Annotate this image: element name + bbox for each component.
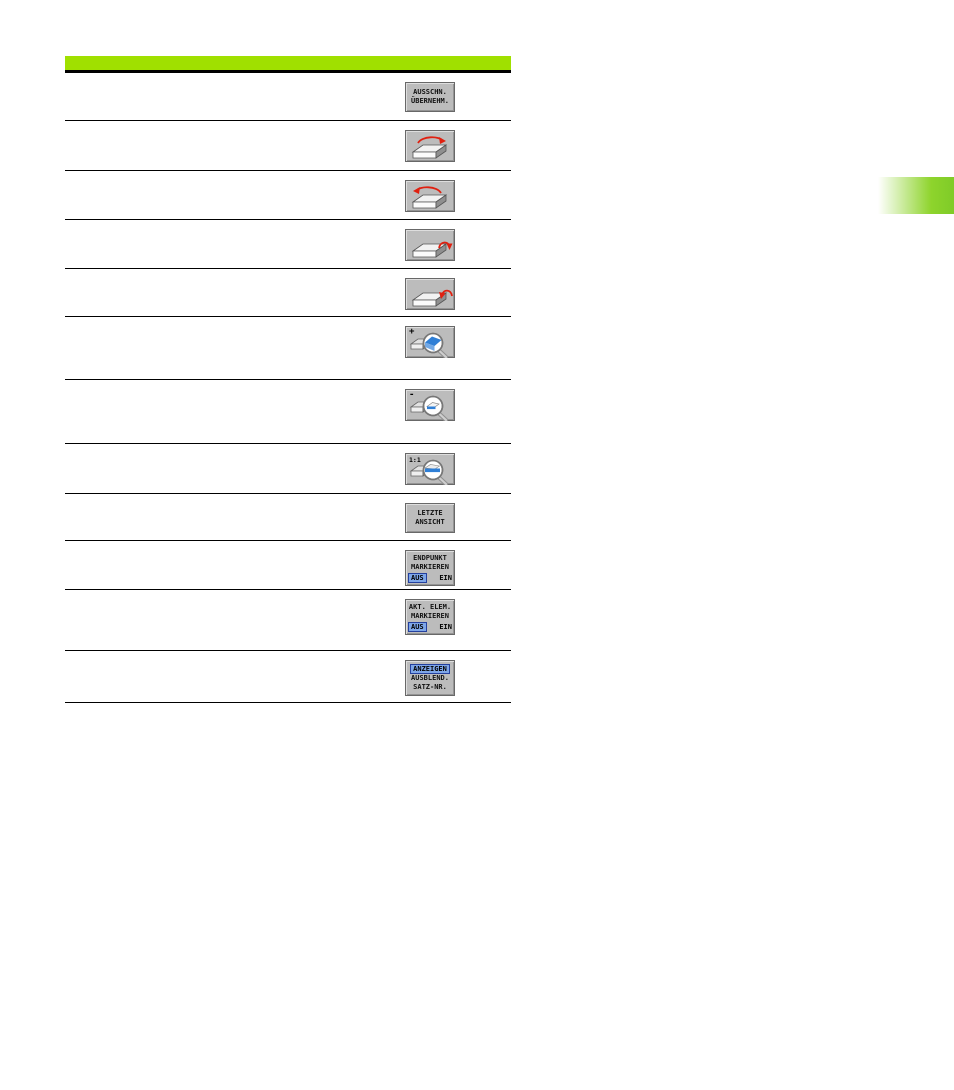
zoom-badge-label: - — [409, 390, 415, 400]
softkey-letzte-ansicht[interactable]: LETZTE ANSICHT — [405, 503, 455, 533]
table-row: LETZTE ANSICHT — [65, 494, 511, 541]
softkey-label: MARKIEREN — [411, 612, 449, 620]
softkey-label: ENDPUNKT — [413, 554, 447, 562]
table-row — [65, 220, 511, 269]
softkey-tilt-backward[interactable] — [405, 278, 455, 310]
table-row — [65, 121, 511, 171]
table-rows: AUSSCHN. ÜBERNEHM. + - 1:1 LETZTE ANSICHT ENDPU… — [65, 73, 511, 703]
table-row — [65, 269, 511, 317]
softkey-tilt-forward[interactable] — [405, 229, 455, 261]
table-row: ANZEIGEN AUSBLEND. SATZ-NR. — [65, 651, 511, 703]
box-rotate-cw-icon — [411, 186, 448, 209]
zoom-badge-label: 1:1 — [409, 456, 421, 464]
magnify-1to1-icon — [409, 459, 449, 485]
softkey-label: AUSSCHN. — [413, 88, 447, 96]
zoom-badge-label: + — [409, 327, 415, 337]
magnify-minus-icon — [409, 395, 449, 421]
state-inactive-label: EIN — [439, 573, 452, 582]
table-row: + — [65, 317, 511, 380]
softkey-state-row: ANZEIGEN — [406, 664, 454, 674]
table-row: AUSSCHN. ÜBERNEHM. — [65, 73, 511, 121]
state-active-chip: ANZEIGEN — [410, 664, 450, 674]
softkey-label: AKT. ELEM. — [408, 603, 452, 611]
softkey-state-row: AUS EIN — [406, 573, 454, 583]
softkey-label: ANSICHT — [415, 518, 445, 526]
table-header-bar — [65, 56, 511, 73]
table-row: 1:1 — [65, 444, 511, 494]
state-active-chip: AUS — [408, 622, 427, 632]
softkey-zoom-out[interactable]: - — [405, 389, 455, 421]
softkey-zoom-1to1[interactable]: 1:1 — [405, 453, 455, 485]
box-tilt-forward-icon — [411, 241, 453, 258]
softkey-table: AUSSCHN. ÜBERNEHM. + - 1:1 LETZTE ANSICHT ENDPU… — [65, 56, 511, 703]
chapter-thumb-tab — [878, 177, 954, 214]
table-row: - — [65, 380, 511, 444]
magnify-plus-icon — [409, 332, 449, 358]
softkey-state-row: AUS EIN — [406, 622, 454, 632]
softkey-label: LETZTE — [417, 509, 443, 517]
softkey-anzeigen-ausblend-satznr[interactable]: ANZEIGEN AUSBLEND. SATZ-NR. — [405, 660, 455, 696]
softkey-label: SATZ-NR. — [413, 683, 447, 691]
softkey-label: ÜBERNEHM. — [411, 97, 449, 105]
softkey-ausschnitt-uebernehmen[interactable]: AUSSCHN. ÜBERNEHM. — [405, 82, 455, 112]
table-row — [65, 171, 511, 220]
softkey-rotate-cw[interactable] — [405, 180, 455, 212]
softkey-label: MARKIEREN — [411, 563, 449, 571]
state-inactive-label: EIN — [439, 622, 452, 631]
box-tilt-backward-icon — [411, 289, 453, 307]
softkey-akt-elem-markieren[interactable]: AKT. ELEM. MARKIEREN AUS EIN — [405, 599, 455, 635]
softkey-endpunkt-markieren[interactable]: ENDPUNKT MARKIEREN AUS EIN — [405, 550, 455, 586]
table-row: ENDPUNKT MARKIEREN AUS EIN — [65, 541, 511, 590]
box-rotate-ccw-icon — [411, 136, 448, 159]
softkey-rotate-ccw[interactable] — [405, 130, 455, 162]
state-active-chip: AUS — [408, 573, 427, 583]
softkey-label: AUSBLEND. — [411, 674, 449, 682]
softkey-zoom-in[interactable]: + — [405, 326, 455, 358]
table-row: AKT. ELEM. MARKIEREN AUS EIN — [65, 590, 511, 651]
